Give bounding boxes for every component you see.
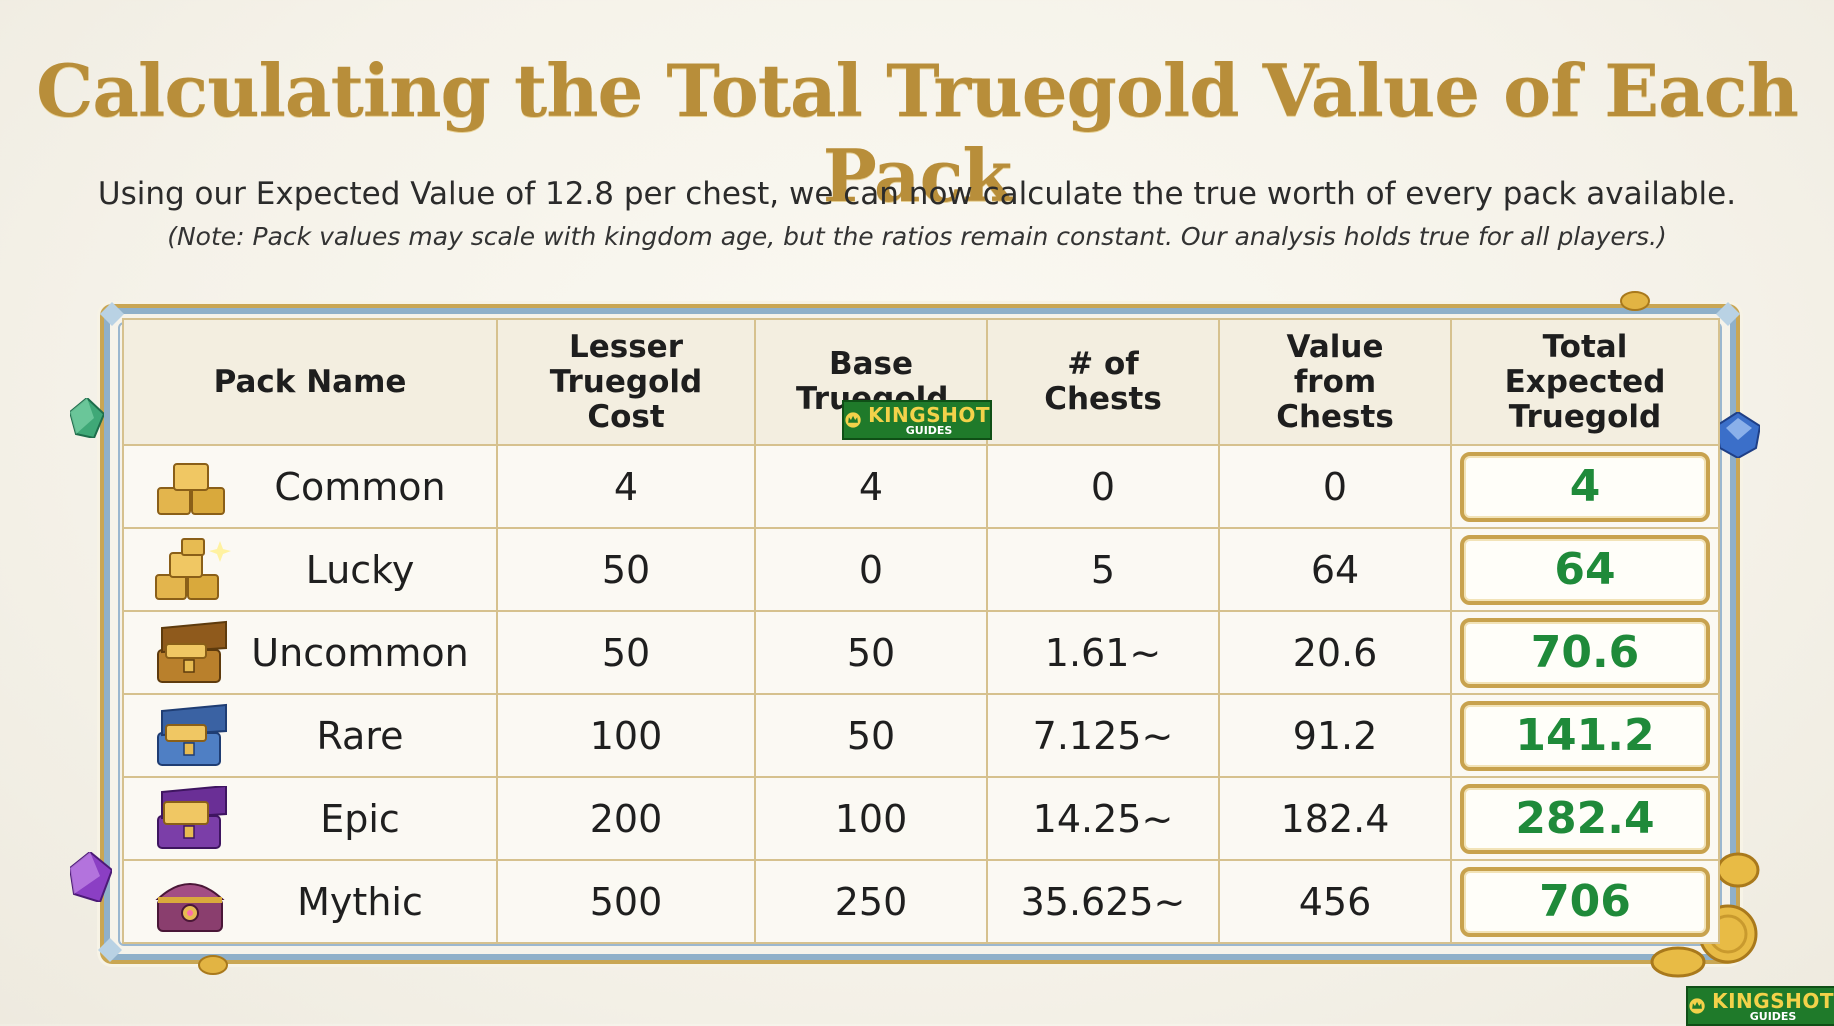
pack-name: Mythic [297, 879, 423, 924]
value-cell: 456 [1218, 859, 1452, 944]
total-value: 70.6 [1460, 617, 1710, 688]
base-truegold-cell: 50 [754, 610, 988, 695]
pack-value-table: Pack Name Lesser Truegold Cost Base True… [122, 318, 1720, 944]
column-header-value-from-chests: Value from Chests [1218, 318, 1452, 446]
chests-cell: 0 [986, 444, 1220, 529]
pack-name-cell: Lucky [122, 527, 498, 612]
chests-cell: 35.625~ [986, 859, 1220, 944]
pack-name-cell: Epic [122, 776, 498, 861]
total-value: 282.4 [1460, 783, 1710, 854]
purple-chest-icon [157, 785, 227, 849]
column-header-chests-label: # of Chests [1044, 346, 1162, 417]
mythic-chest-icon [155, 882, 225, 932]
logo-sub: GUIDES [1749, 1009, 1797, 1023]
total-cell: 64 [1450, 527, 1720, 612]
base-truegold-cell: 250 [754, 859, 988, 944]
table-row: Lucky 50 0 5 64 64 [122, 527, 1720, 612]
chests-cell: 7.125~ [986, 693, 1220, 778]
pack-name-cell: Rare [122, 693, 498, 778]
table-row: Rare 100 50 7.125~ 91.2 141.2 [122, 693, 1720, 778]
logo-brand: KINGSHOT [868, 402, 990, 427]
diamond-corner-icon [98, 938, 122, 962]
page-note: (Note: Pack values may scale with kingdo… [167, 222, 1667, 251]
total-value: 141.2 [1460, 700, 1710, 771]
column-header-pack-name: Pack Name [122, 318, 498, 446]
base-truegold-cell: 4 [754, 444, 988, 529]
table-row: Epic 200 100 14.25~ 182.4 282.4 [122, 776, 1720, 861]
lesser-cost-cell: 50 [496, 610, 756, 695]
crown-icon [1689, 998, 1705, 1014]
blue-gem-icon [1716, 412, 1760, 458]
table-row: Uncommon 50 50 1.61~ 20.6 70.6 [122, 610, 1720, 695]
chests-cell: 5 [986, 527, 1220, 612]
total-cell: 70.6 [1450, 610, 1720, 695]
column-header-lesser-cost-label: Lesser Truegold Cost [549, 328, 703, 435]
logo-sub: GUIDES [905, 423, 953, 437]
lesser-cost-cell: 4 [496, 444, 756, 529]
crown-icon [845, 412, 861, 428]
total-cell: 282.4 [1450, 776, 1720, 861]
lesser-cost-cell: 100 [496, 693, 756, 778]
table-row: Mythic 500 250 35.625~ 456 706 [122, 859, 1720, 944]
page-subtitle: Using our Expected Value of 12.8 per che… [97, 176, 1737, 212]
chests-cell: 1.61~ [986, 610, 1220, 695]
gold-coin-icon [1620, 291, 1650, 311]
pack-name-cell: Common [122, 444, 498, 529]
pack-name-cell: Mythic [122, 859, 498, 944]
pack-name: Uncommon [251, 630, 469, 675]
gold-coin-icon [198, 955, 228, 975]
total-cell: 706 [1450, 859, 1720, 944]
table-row: Common 4 4 0 0 4 [122, 444, 1720, 529]
value-cell: 20.6 [1218, 610, 1452, 695]
column-header-chests: # of Chests [986, 318, 1220, 446]
value-cell: 91.2 [1218, 693, 1452, 778]
value-cell: 64 [1218, 527, 1452, 612]
kingshot-watermark-logo: KINGSHOT GUIDES [842, 400, 992, 440]
value-cell: 182.4 [1218, 776, 1452, 861]
column-header-total-expected-label: Total Expected Truegold [1504, 328, 1666, 435]
total-cell: 141.2 [1450, 693, 1720, 778]
gold-chest-icon [157, 620, 227, 683]
kingshot-corner-logo: KINGSHOT GUIDES [1686, 986, 1834, 1026]
pack-name: Lucky [305, 547, 415, 592]
green-gem-icon [70, 398, 104, 438]
total-value: 706 [1460, 866, 1710, 937]
pack-name: Epic [320, 796, 400, 841]
base-truegold-cell: 100 [754, 776, 988, 861]
pack-name: Common [274, 464, 446, 509]
diamond-corner-icon [1716, 302, 1740, 326]
total-value: 64 [1460, 534, 1710, 605]
pack-name: Rare [316, 713, 404, 758]
total-cell: 4 [1450, 444, 1720, 529]
gold-bars-icon [157, 462, 225, 515]
gold-bars-sparkle-icon [155, 537, 231, 600]
pack-name-cell: Uncommon [122, 610, 498, 695]
total-value: 4 [1460, 451, 1710, 522]
chests-cell: 14.25~ [986, 776, 1220, 861]
column-header-value-from-chests-label: Value from Chests [1276, 328, 1394, 435]
lesser-cost-cell: 200 [496, 776, 756, 861]
value-cell: 0 [1218, 444, 1452, 529]
blue-chest-icon [157, 703, 227, 766]
lesser-cost-cell: 500 [496, 859, 756, 944]
purple-gem-icon [70, 852, 112, 902]
base-truegold-cell: 0 [754, 527, 988, 612]
base-truegold-cell: 50 [754, 693, 988, 778]
lesser-cost-cell: 50 [496, 527, 756, 612]
diamond-corner-icon [100, 302, 124, 326]
column-header-total-expected: Total Expected Truegold [1450, 318, 1720, 446]
logo-brand: KINGSHOT [1712, 988, 1834, 1013]
column-header-lesser-cost: Lesser Truegold Cost [496, 318, 756, 446]
page-title: Calculating the Total Truegold Value of … [36, 48, 1799, 218]
